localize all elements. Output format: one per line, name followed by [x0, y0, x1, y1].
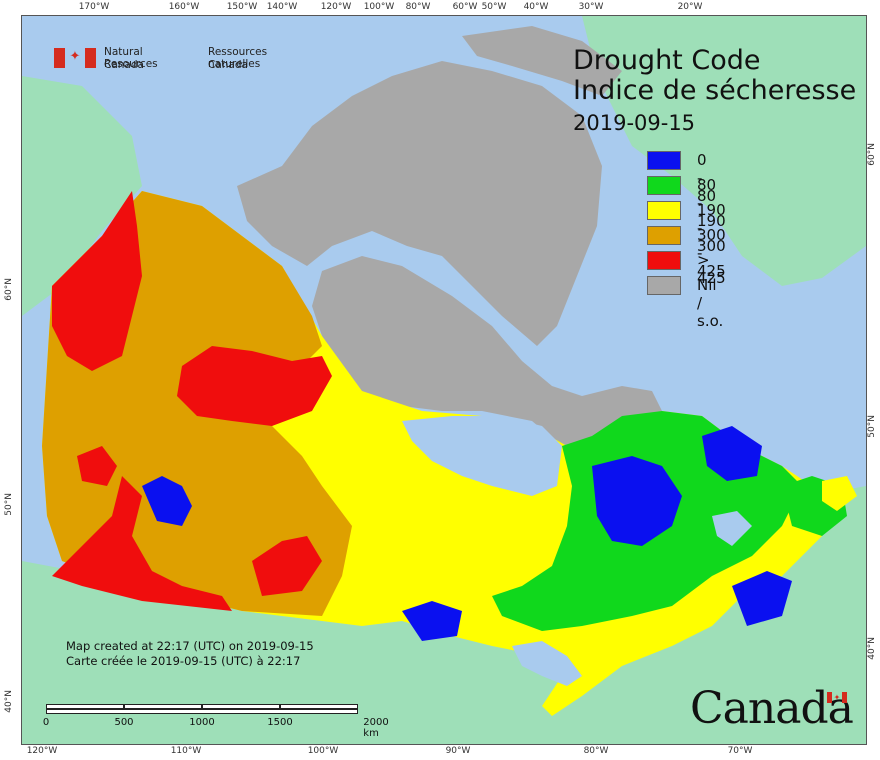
atlantic-blue-zone [732, 571, 792, 626]
map-title: Drought Code Indice de sécheresse 2019-0… [573, 46, 856, 140]
longitude-label: 110°W [170, 746, 202, 756]
latitude-label: 40°N [4, 690, 14, 713]
bc-blue-zone [142, 476, 192, 526]
legend-label: 80 - 190 [697, 176, 726, 230]
scale-label: 500 [114, 717, 134, 728]
scale-segment [46, 704, 124, 709]
agency-country-en: Canada [104, 59, 144, 71]
ontario-blue-zone [402, 601, 462, 641]
usa-land [22, 486, 866, 744]
prairie-red-zone [252, 536, 322, 596]
nwt-red-zone [177, 346, 332, 426]
scale-segment [124, 704, 202, 709]
greenland-land [582, 16, 866, 286]
title-en: Drought Code [573, 45, 761, 76]
bc-red-small [77, 446, 117, 486]
longitude-label: 30°W [578, 2, 604, 12]
scale-label: 1000 [189, 717, 215, 728]
legend-swatch [647, 276, 681, 295]
quebec-blue-zone [592, 456, 682, 546]
scale-label: 1500 [267, 717, 293, 728]
latitude-label: 40°N [867, 637, 877, 660]
longitude-label: 100°W [363, 2, 395, 12]
creation-note-en: Map created at 22:17 (UTC) on 2019-09-15 [66, 639, 314, 653]
longitude-label: 70°W [727, 746, 753, 756]
longitude-label: 40°W [523, 2, 549, 12]
latitude-label: 50°N [867, 415, 877, 438]
legend-swatch [647, 201, 681, 220]
legend-swatch [647, 151, 681, 170]
longitude-label: 50°W [481, 2, 507, 12]
longitude-label: 140°W [266, 2, 298, 12]
gulf-st-lawrence [712, 511, 752, 546]
title-fr: Indice de sécheresse [573, 75, 857, 106]
longitude-label: 100°W [307, 746, 339, 756]
legend-swatch [647, 251, 681, 270]
scale-label: 2000 km [363, 717, 389, 739]
map-date: 2019-09-15 [573, 111, 696, 135]
scale-segment [46, 709, 358, 714]
legend-label: Nil / s.o. [697, 276, 724, 330]
longitude-label: 150°W [226, 2, 258, 12]
legend-label: 300 - 425 [697, 226, 726, 280]
drought-map [22, 16, 866, 744]
arctic-islands [237, 61, 602, 346]
latitude-label: 60°N [867, 143, 877, 166]
alaska-land [22, 76, 142, 316]
agency-country-fr: Canada [208, 59, 248, 71]
longitude-label: 60°W [452, 2, 478, 12]
nf-yellow-patch [822, 476, 857, 511]
longitude-label: 80°W [583, 746, 609, 756]
latitude-label: 60°N [4, 278, 14, 301]
creation-note-fr: Carte créée le 2019-09-15 (UTC) à 22:17 [66, 654, 301, 668]
yukon-red-zone [52, 191, 142, 371]
latitude-label: 50°N [4, 493, 14, 516]
wordmark-flag-icon: ✦ [827, 692, 847, 703]
legend-swatch [647, 176, 681, 195]
scale-segment [280, 704, 358, 709]
great-lakes [512, 641, 582, 686]
labrador-blue-zone [702, 426, 762, 481]
bc-red-zone [52, 476, 232, 611]
legend-label: > 425 [697, 251, 726, 287]
longitude-label: 20°W [677, 2, 703, 12]
canada-wordmark: Canada [690, 683, 854, 734]
legend-label: 190 - 300 [697, 201, 726, 255]
longitude-label: 170°W [78, 2, 110, 12]
longitude-label: 160°W [168, 2, 200, 12]
longitude-label: 90°W [445, 746, 471, 756]
northern-mainland-nodata [312, 256, 662, 456]
ellesmere-island [462, 26, 622, 96]
scale-label: 0 [42, 717, 50, 728]
scale-segment [202, 704, 280, 709]
longitude-label: 120°W [320, 2, 352, 12]
hudson-bay [402, 416, 562, 496]
legend-swatch [647, 226, 681, 245]
legend-label: 0 - 80 [697, 151, 717, 205]
longitude-label: 80°W [405, 2, 431, 12]
map-canvas: ✦ Natural Resources Canada Ressources na… [21, 15, 867, 745]
longitude-label: 120°W [26, 746, 58, 756]
agency-name-fr: Ressources naturelles [208, 46, 268, 70]
agency-name-en: Natural Resources [104, 46, 158, 70]
canada-flag-icon: ✦ [54, 48, 96, 68]
creation-note: Map created at 22:17 (UTC) on 2019-09-15… [66, 639, 314, 669]
